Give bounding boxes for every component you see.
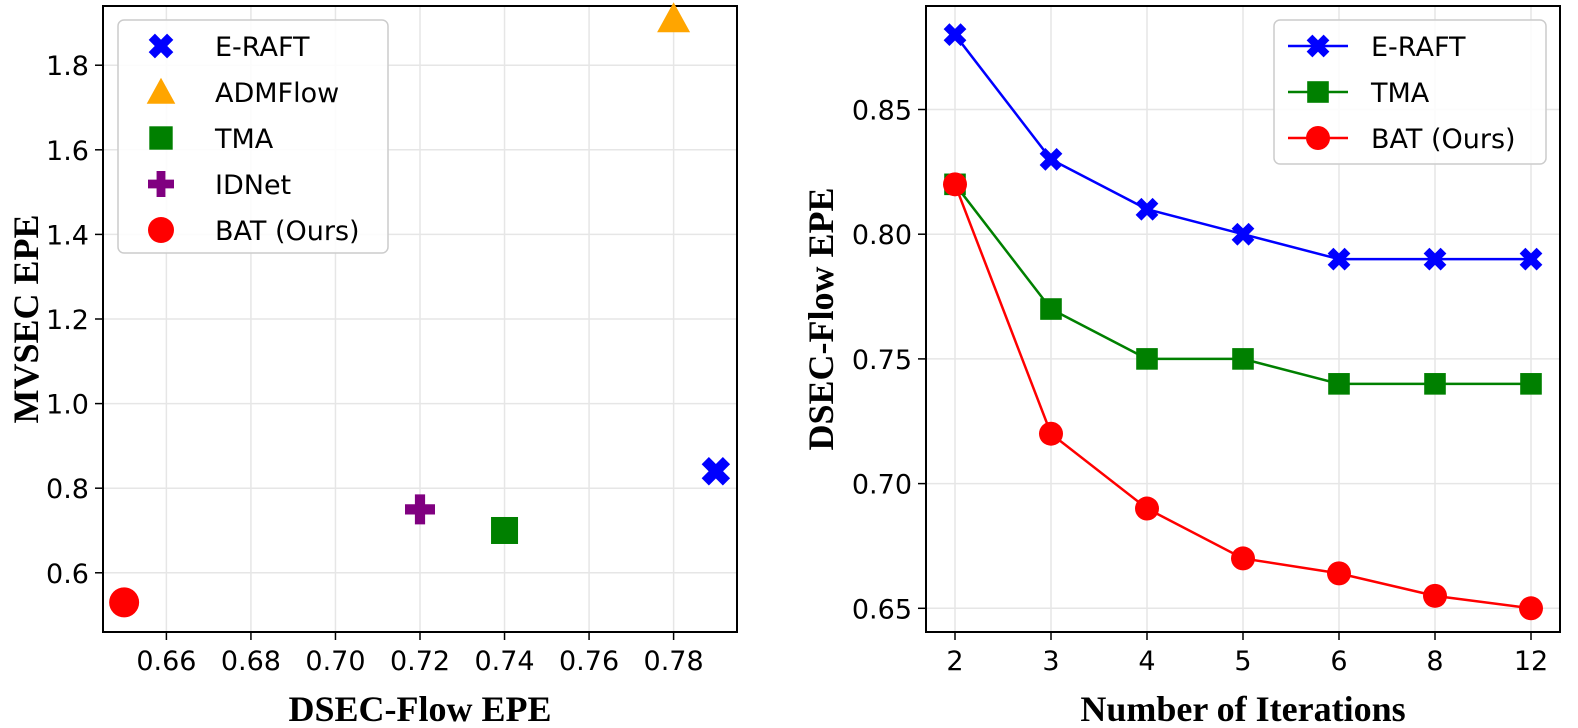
- data-point: [1040, 298, 1062, 320]
- x-tick-label: 0.76: [559, 646, 619, 677]
- x-tick-label: 6: [1330, 646, 1347, 677]
- x-tick-label: 0.74: [474, 646, 534, 677]
- data-point: [1231, 222, 1255, 246]
- legend-marker: [1307, 81, 1329, 103]
- y-axis-title: DSEC-Flow EPE: [801, 187, 841, 450]
- scatter-panel: 0.66 0.68 0.70 0.72 0.74 0.76 0.78 0.6 0.8 1.0 1.2…: [6, 2, 738, 728]
- y-tick-label: 1.2: [46, 305, 89, 336]
- y-tick-label: 1.6: [46, 136, 89, 167]
- data-point: [1135, 197, 1159, 221]
- legend-marker: [148, 33, 174, 59]
- data-point: [1039, 148, 1063, 171]
- plot-frame: [925, 5, 1561, 633]
- legend-label: TMA: [1370, 78, 1430, 109]
- data-point: [1136, 348, 1158, 370]
- data-point: [1520, 373, 1542, 395]
- x-tick-label: 5: [1234, 646, 1251, 677]
- data-point: [1232, 348, 1254, 370]
- data-point: [1423, 583, 1447, 608]
- data-point: [1424, 373, 1446, 395]
- x-tick-label: 0.70: [305, 646, 365, 677]
- legend-marker: [1306, 34, 1330, 58]
- legend: [1273, 19, 1547, 165]
- data-point: [1231, 546, 1255, 571]
- y-tick-label: 0.65: [852, 594, 912, 625]
- y-tick-label: 0.70: [852, 470, 912, 501]
- x-tick-label: 2: [946, 646, 963, 677]
- legend-marker: [148, 217, 174, 243]
- legend-marker: [1306, 126, 1330, 150]
- x-axis-title: DSEC-Flow EPE: [288, 689, 551, 728]
- y-tick-label: 0.80: [852, 220, 912, 251]
- scatter-point: [109, 587, 140, 618]
- x-tick-label: 0.66: [136, 646, 196, 677]
- x-tick-label: 0.68: [221, 646, 281, 677]
- x-tick-label: 4: [1138, 646, 1155, 677]
- x-tick-label: 3: [1042, 646, 1059, 677]
- y-tick-label: 0.75: [852, 345, 912, 376]
- data-point: [943, 23, 967, 47]
- data-point: [943, 172, 967, 197]
- legend-label: E-RAFT: [215, 32, 310, 63]
- y-tick-label: 1.0: [46, 390, 89, 421]
- x-tick-label: 12: [1514, 646, 1548, 677]
- scatter-point: [701, 457, 731, 486]
- scatter-point: [657, 2, 691, 33]
- x-axis-title: Number of Iterations: [1080, 689, 1405, 728]
- legend: [117, 19, 389, 254]
- line-panel: 2 3 4 5 6 8 12 0.65 0.70 0.75 0.80 0.85 Number of It…: [801, 5, 1561, 728]
- y-tick-label: 0.85: [852, 96, 912, 127]
- x-tick-label: 8: [1426, 646, 1443, 677]
- y-tick-label: 0.6: [46, 559, 89, 590]
- data-point: [1519, 247, 1543, 271]
- legend-marker: [148, 171, 174, 197]
- legend-label: IDNet: [215, 170, 291, 201]
- x-tick-label: 0.78: [644, 646, 704, 677]
- plot-frame: [102, 5, 738, 633]
- legend-label: BAT (Ours): [215, 216, 360, 247]
- legend-label: BAT (Ours): [1371, 124, 1516, 155]
- y-tick-label: 1.8: [46, 51, 89, 82]
- data-point: [1328, 373, 1350, 395]
- legend-marker: [149, 126, 173, 150]
- legend-label: TMA: [214, 124, 274, 155]
- y-axis-title: MVSEC EPE: [6, 214, 46, 423]
- data-point: [1423, 247, 1447, 271]
- y-tick-label: 0.8: [46, 474, 89, 505]
- data-point: [1519, 596, 1543, 621]
- legend-label: E-RAFT: [1371, 32, 1466, 63]
- data-point: [1327, 247, 1351, 271]
- legend-marker: [146, 77, 176, 104]
- scatter-point: [405, 494, 435, 525]
- legend-label: ADMFlow: [215, 78, 339, 109]
- scatter-point: [491, 516, 519, 544]
- y-tick-label: 1.4: [46, 220, 89, 251]
- data-point: [1327, 561, 1351, 586]
- data-point: [1135, 496, 1159, 521]
- data-point: [1039, 421, 1063, 446]
- x-tick-label: 0.72: [390, 646, 450, 677]
